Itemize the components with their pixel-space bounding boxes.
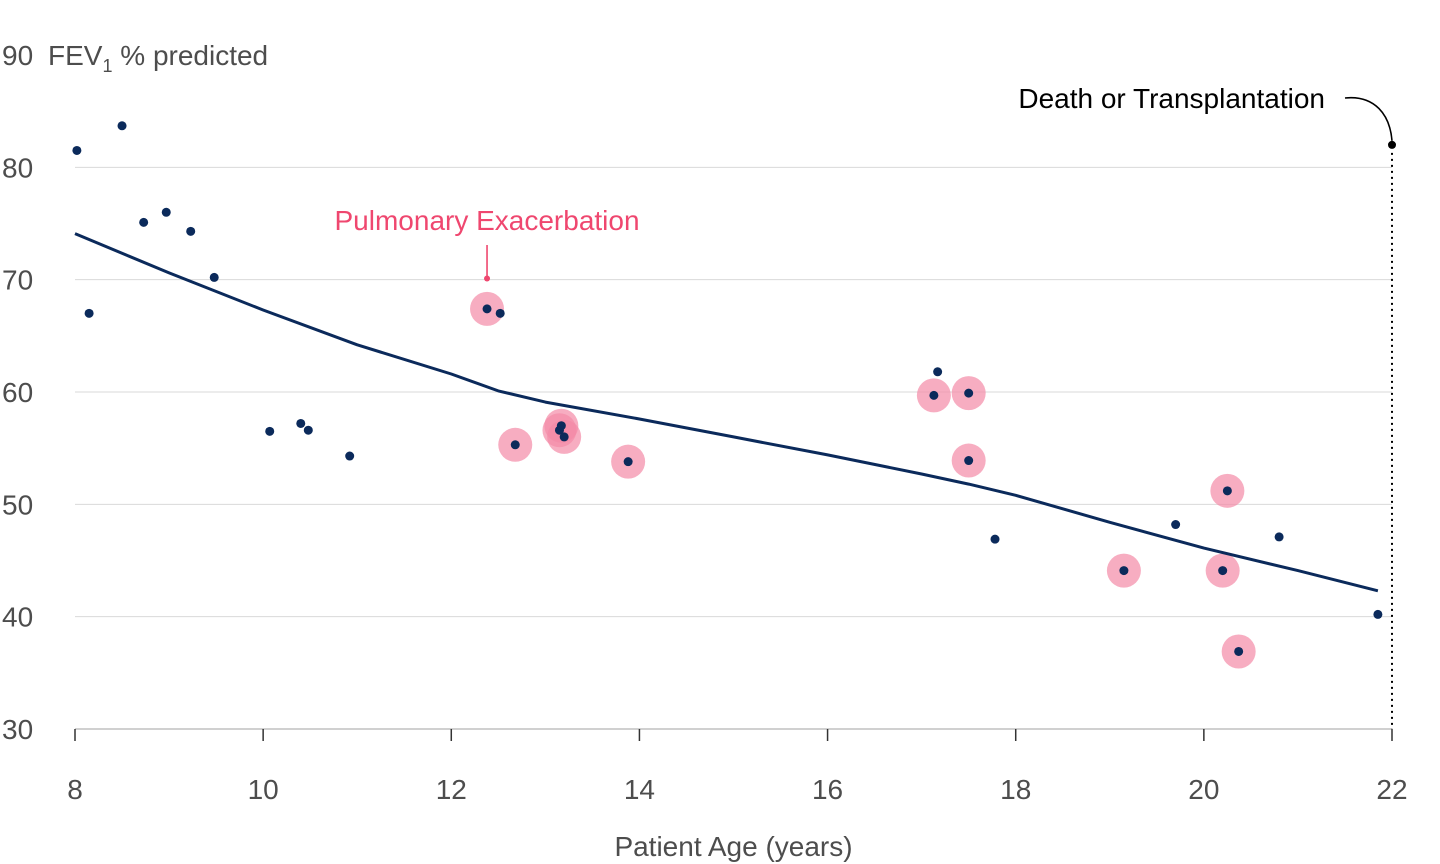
y-tick-label-60: 60 (2, 377, 33, 408)
data-point-18 (929, 390, 939, 400)
x-tick-label-10: 10 (248, 774, 279, 805)
data-point-22 (990, 534, 1000, 544)
y-tick-label-50: 50 (2, 489, 33, 520)
data-point-11 (482, 304, 492, 314)
exacerbation-halos (470, 291, 1256, 669)
x-tick-label-20: 20 (1188, 774, 1219, 805)
data-point-13 (510, 440, 520, 450)
data-point-28 (1274, 532, 1284, 542)
data-point-19 (933, 367, 943, 377)
data-point-4 (161, 207, 171, 217)
y-tick-label-80: 80 (2, 152, 33, 183)
trend-line (74, 232, 1379, 593)
gridlines (75, 166, 1392, 618)
pulmonary-exacerbation-pointer-dot (484, 275, 491, 282)
data-point-3 (139, 217, 149, 227)
data-point-26 (1222, 486, 1232, 496)
data-point-23 (1119, 566, 1129, 576)
data-point-7 (265, 426, 275, 436)
x-tick-label-22: 22 (1376, 774, 1407, 805)
data-point-5 (186, 226, 196, 236)
data-point-27 (1234, 646, 1244, 656)
data-point-12 (495, 308, 505, 318)
data-point-15 (556, 421, 566, 431)
data-point-21 (964, 456, 974, 466)
death-transplantation-pointer (1344, 96, 1393, 141)
y-tick-label-30: 30 (2, 714, 33, 745)
death-transplantation-marker (1388, 140, 1396, 149)
y-axis-label-prefix: FEV (48, 40, 103, 71)
death-transplantation-annotation: Death or Transplantation (1018, 83, 1396, 729)
x-tick-label-8: 8 (67, 774, 83, 805)
data-point-0 (72, 145, 82, 155)
data-point-10 (345, 451, 355, 461)
y-axis-label-suffix: % predicted (112, 40, 268, 71)
data-point-2 (117, 121, 127, 131)
y-tick-label-40: 40 (2, 602, 33, 633)
data-point-6 (209, 272, 219, 282)
data-point-1 (84, 308, 94, 318)
data-point-9 (303, 425, 313, 435)
y-axis-label: FEV1 % predicted (48, 40, 268, 76)
x-axis-ticks: 8 10 12 14 16 18 20 22 (67, 729, 1408, 805)
y-tick-label-70: 70 (2, 265, 33, 296)
data-point-24 (1171, 520, 1181, 530)
x-tick-label-16: 16 (812, 774, 843, 805)
y-axis-label-subscript: 1 (102, 56, 112, 76)
x-axis-label: Patient Age (years) (614, 831, 852, 862)
data-point-8 (296, 418, 306, 428)
data-point-16 (559, 432, 569, 442)
x-tick-label-14: 14 (624, 774, 655, 805)
data-point-17 (623, 457, 633, 467)
death-transplantation-label: Death or Transplantation (1018, 83, 1325, 114)
data-point-20 (964, 388, 974, 398)
data-point-29 (1373, 609, 1383, 619)
x-tick-label-18: 18 (1000, 774, 1031, 805)
data-point-25 (1218, 566, 1228, 576)
pulmonary-exacerbation-label: Pulmonary Exacerbation (335, 205, 640, 236)
data-points (72, 121, 1383, 656)
y-axis-ticks: 30 40 50 60 70 80 90 (2, 40, 33, 745)
pulmonary-exacerbation-annotation: Pulmonary Exacerbation (335, 205, 640, 282)
x-tick-label-12: 12 (436, 774, 467, 805)
y-tick-label-90: 90 (2, 40, 33, 71)
